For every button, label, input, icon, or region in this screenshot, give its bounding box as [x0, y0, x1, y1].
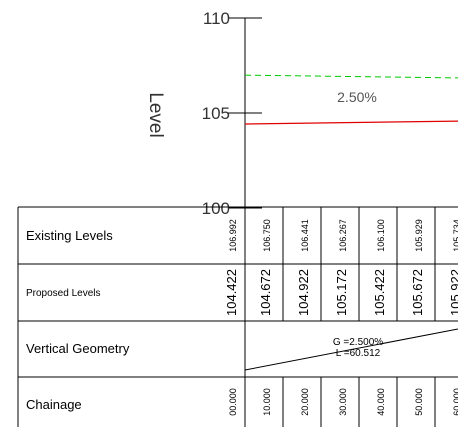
- existing-level-cell: 106.441: [300, 219, 310, 252]
- geometry-length: L =60.512: [336, 348, 381, 359]
- level-tick-label: 110: [203, 9, 230, 28]
- proposed-level-cell: 105.922: [448, 269, 458, 316]
- data-band: Existing Levels Proposed Levels Vertical…: [17, 206, 458, 427]
- vertical-geometry-line: [244, 328, 458, 371]
- level-tick-label: 105: [202, 104, 230, 123]
- row-label-proposed: Proposed Levels: [26, 288, 101, 299]
- proposed-level-cell: 104.922: [296, 269, 311, 316]
- existing-level-cell: 105.734: [452, 219, 458, 252]
- row-label-chainage: Chainage: [26, 397, 82, 412]
- chainage-cell: 60.000: [452, 388, 458, 416]
- chainage-cell: 00.000: [228, 388, 238, 416]
- geometry-grade: G =2.500%: [333, 337, 383, 348]
- grade-label: 2.50%: [337, 89, 377, 105]
- existing-level-cell: 106.267: [338, 219, 348, 252]
- chainage-cell: 30.000: [338, 388, 348, 416]
- row-label-existing: Existing Levels: [26, 228, 113, 243]
- chainage-cell: 40.000: [376, 388, 386, 416]
- proposed-level-cell: 104.672: [258, 269, 273, 316]
- level-tick-label: 100: [202, 199, 230, 218]
- existing-level-cell: 106.750: [262, 219, 272, 252]
- level-axis: Level 110 105 100: [145, 9, 262, 218]
- row-label-geometry: Vertical Geometry: [26, 341, 130, 356]
- proposed-level-cell: 105.172: [334, 269, 349, 316]
- chainage-cell: 10.000: [262, 388, 272, 416]
- existing-level-cell: 106.100: [376, 219, 386, 252]
- proposed-level-cell: 104.422: [224, 269, 239, 316]
- existing-level-cell: 105.929: [414, 219, 424, 252]
- chainage-cell: 20.000: [300, 388, 310, 416]
- proposed-level-cell: 105.422: [372, 269, 387, 316]
- profile-plot: 2.50%: [244, 74, 458, 125]
- level-axis-title: Level: [145, 92, 166, 137]
- band-cells: 106.992 106.750 106.441 106.267 106.100 105.9…: [224, 207, 458, 427]
- existing-level-cell: 106.992: [228, 219, 238, 252]
- chainage-cell: 50.000: [414, 388, 424, 416]
- proposed-level-cell: 105.672: [410, 269, 425, 316]
- level-axis-ticks: 110 105 100: [202, 9, 262, 218]
